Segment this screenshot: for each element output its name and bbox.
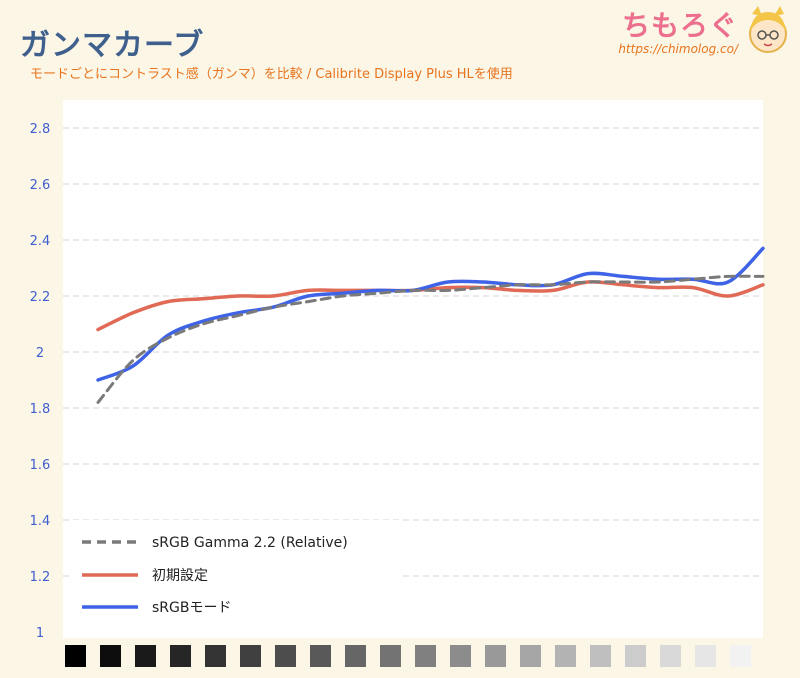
grayscale-patch: [555, 645, 576, 667]
grid-lines: [63, 127, 763, 577]
y-tick-label: 1.4: [30, 514, 51, 529]
legend-label: sRGB Gamma 2.2 (Relative): [152, 535, 348, 551]
grayscale-patch: [520, 645, 541, 667]
y-tick-label: 1: [36, 626, 44, 641]
grayscale-patch: [65, 645, 86, 667]
legend-label: 初期設定: [152, 567, 208, 584]
y-tick-label: 1.8: [30, 402, 51, 417]
y-tick-label: 2.4: [30, 234, 51, 249]
grayscale-patch: [730, 645, 751, 667]
brand-name: ちもろぐ: [621, 9, 738, 42]
grayscale-patch: [205, 645, 226, 667]
y-tick-label: 2.6: [30, 178, 51, 193]
y-tick-label: 2.8: [30, 122, 51, 137]
grayscale-patch: [660, 645, 681, 667]
legend-label: sRGBモード: [152, 600, 231, 616]
grayscale-patch: [380, 645, 401, 667]
series-lines: [96, 246, 765, 404]
y-tick-label: 2.2: [30, 290, 51, 305]
chart-subtitle: モードごとにコントラスト感（ガンマ）を比較 / Calibrite Displa…: [30, 67, 513, 82]
mascot-icon: [749, 6, 787, 53]
chart-title: ガンマカーブ: [20, 28, 205, 63]
grayscale-patch: [240, 645, 261, 667]
legend: sRGB Gamma 2.2 (Relative) 初期設定 sRGBモード: [70, 520, 400, 630]
grayscale-patch: [450, 645, 471, 667]
series-line-0: [96, 274, 765, 404]
grayscale-patches: [65, 645, 751, 667]
grayscale-patch: [345, 645, 366, 667]
grayscale-patch: [415, 645, 436, 667]
grayscale-patch: [590, 645, 611, 667]
grayscale-patch: [625, 645, 646, 667]
grayscale-patch: [100, 645, 121, 667]
grayscale-patch: [695, 645, 716, 667]
grayscale-patch: [310, 645, 331, 667]
series-line-2: [96, 246, 765, 382]
brand-url: https://chimolog.co/: [618, 42, 738, 56]
grayscale-patch: [485, 645, 506, 667]
y-tick-label: 1.2: [30, 570, 51, 585]
grayscale-patch: [275, 645, 296, 667]
y-axis-ticks: 1 1.2 1.4 1.6 1.8 2 2.2 2.4 2.6 2.8: [30, 122, 51, 641]
brand-block: ちもろぐ https://chimolog.co/: [618, 4, 738, 56]
grayscale-patch: [170, 645, 191, 667]
y-tick-label: 2: [36, 346, 44, 361]
grayscale-patch: [135, 645, 156, 667]
y-tick-label: 1.6: [30, 458, 51, 473]
